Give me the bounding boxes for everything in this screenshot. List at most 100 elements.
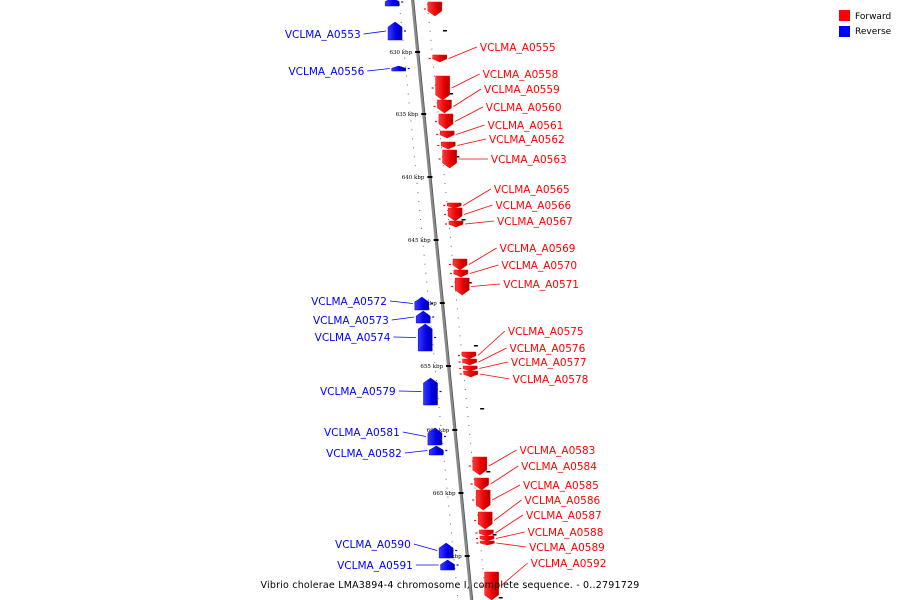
gene-arrow[interactable]	[446, 202, 462, 209]
gene-arrow[interactable]	[462, 358, 477, 366]
gene-label[interactable]: VCLMA_A0559	[484, 84, 560, 96]
gene-label[interactable]: VCLMA_A0562	[489, 134, 565, 146]
gene-arrow[interactable]	[462, 365, 478, 372]
gene-arrow[interactable]	[415, 310, 431, 324]
gene-arrow[interactable]	[447, 207, 463, 222]
gene-label[interactable]: VCLMA_A0563	[491, 154, 567, 166]
gene-arrow[interactable]	[384, 0, 400, 7]
gene-vclma_a0561[interactable]: VCLMA_A0561	[436, 120, 564, 139]
gene-vclma_a0560[interactable]: VCLMA_A0560	[434, 102, 562, 130]
gene-label[interactable]: VCLMA_A0581	[324, 427, 400, 439]
gene-vclma_a0571[interactable]: VCLMA_A0571	[451, 277, 579, 296]
gene-vclma_a0576[interactable]: VCLMA_A0576	[458, 343, 586, 366]
gene-label[interactable]: VCLMA_A0589	[529, 542, 605, 554]
gene-vclma_a0574[interactable]: VCLMA_A0574	[315, 323, 437, 352]
gene-label[interactable]: VCLMA_A0577	[511, 357, 587, 369]
gene-label[interactable]: VCLMA_A0569	[500, 243, 576, 255]
gene-vclma_a0553[interactable]: VCLMA_A0553	[285, 21, 407, 41]
gene-arrow[interactable]	[440, 559, 455, 571]
gene-vclma_a0573[interactable]: VCLMA_A0573	[313, 310, 435, 327]
gene-vclma_a0577[interactable]: VCLMA_A0577	[459, 357, 587, 372]
gene-vclma_a0590[interactable]: VCLMA_A0590	[335, 539, 458, 559]
gene-arrow[interactable]	[414, 296, 430, 311]
gene-label[interactable]: VCLMA_A0555	[480, 42, 556, 54]
gene-arrow[interactable]	[427, 427, 443, 446]
gene-vclma_a0589[interactable]: VCLMA_A0589	[476, 540, 605, 554]
gene-label[interactable]: VCLMA_A0575	[508, 326, 584, 338]
gene-vclma_a0566[interactable]: VCLMA_A0566	[444, 200, 572, 222]
gene-label[interactable]: VCLMA_A0553	[285, 29, 361, 41]
gene-vclma_a0581[interactable]: VCLMA_A0581	[324, 427, 446, 446]
gene-label[interactable]: VCLMA_A0560	[486, 102, 562, 114]
gene-arrow[interactable]	[448, 220, 464, 228]
gene-arrow[interactable]	[417, 323, 433, 352]
gene-vclma_a0588[interactable]: VCLMA_A0588	[475, 527, 604, 542]
gene-arrow[interactable]	[479, 529, 494, 537]
gene-vclma_a0556[interactable]: VCLMA_A0556	[289, 65, 410, 78]
gene-label[interactable]: VCLMA_A0590	[335, 539, 411, 551]
gene-arrow[interactable]	[477, 511, 493, 530]
gene-vclma_a0559[interactable]: VCLMA_A0559	[433, 84, 560, 114]
gene-label[interactable]: VCLMA_A0574	[315, 332, 391, 344]
gene-vclma_a0592[interactable]: VCLMA_A0592	[480, 558, 607, 600]
gene-arrow[interactable]	[463, 370, 479, 378]
gene-vclma_a0579[interactable]: VCLMA_A0579	[320, 377, 442, 406]
gene-vclma_a0582[interactable]: VCLMA_A0582	[326, 445, 448, 460]
gene-arrow[interactable]	[423, 377, 438, 406]
gene-label[interactable]: VCLMA_A0579	[320, 386, 396, 398]
gene-arrow[interactable]	[484, 571, 499, 600]
gene-vclma_a0575[interactable]: VCLMA_A0575	[457, 326, 584, 360]
gene-vclma_a0565[interactable]: VCLMA_A0565	[443, 184, 570, 209]
gene-label[interactable]: VCLMA_A0561	[488, 120, 564, 132]
gene-vclma_a0572[interactable]: VCLMA_A0572	[311, 296, 433, 311]
gene-label[interactable]: VCLMA_A0572	[311, 296, 387, 308]
gene-vclma_a0558[interactable]: VCLMA_A0558	[431, 69, 559, 101]
gene-label[interactable]: VCLMA_A0586	[524, 495, 600, 507]
gene-arrow[interactable]	[435, 75, 450, 101]
gene-vclma_a0570[interactable]: VCLMA_A0570	[449, 260, 577, 278]
gene-arrow[interactable]	[432, 54, 447, 63]
gene-vclma_a0578[interactable]: VCLMA_A0578	[459, 370, 589, 386]
gene-vclma_a0583[interactable]: VCLMA_A0583	[468, 445, 596, 476]
gene-label[interactable]: VCLMA_A0584	[521, 461, 597, 473]
gene-label[interactable]: VCLMA_A0566	[495, 200, 571, 212]
gene-vclma_a0555[interactable]: VCLMA_A0555	[428, 42, 556, 63]
gene-arrow[interactable]	[472, 456, 488, 476]
gene-label[interactable]: VCLMA_A0576	[510, 343, 586, 355]
gene-vclma_a0585[interactable]: VCLMA_A0585	[472, 480, 599, 511]
gene-arrow[interactable]	[427, 1, 443, 17]
gene-arrow[interactable]	[454, 277, 470, 296]
gene-arrow[interactable]	[438, 113, 454, 130]
gene-arrow[interactable]	[480, 540, 495, 546]
gene-arrow[interactable]	[474, 477, 489, 491]
gene-unlabeled[interactable]	[423, 1, 443, 17]
gene-vclma_a0586[interactable]: VCLMA_A0586	[474, 495, 601, 530]
gene-label[interactable]: VCLMA_A0558	[483, 69, 559, 81]
gene-label[interactable]: VCLMA_A0585	[523, 480, 599, 492]
gene-arrow[interactable]	[391, 65, 406, 72]
gene-label[interactable]: VCLMA_A0583	[520, 445, 596, 457]
gene-unlabeled[interactable]	[384, 0, 404, 7]
gene-arrow[interactable]	[437, 99, 452, 114]
gene-arrow[interactable]	[461, 351, 477, 360]
gene-label[interactable]: VCLMA_A0591	[337, 560, 413, 572]
gene-arrow[interactable]	[387, 21, 403, 41]
gene-vclma_a0563[interactable]: VCLMA_A0563	[438, 149, 567, 169]
gene-label[interactable]: VCLMA_A0570	[501, 260, 577, 272]
gene-label[interactable]: VCLMA_A0556	[289, 66, 365, 78]
gene-vclma_a0591[interactable]: VCLMA_A0591	[337, 559, 459, 572]
gene-arrow[interactable]	[475, 489, 491, 511]
gene-vclma_a0569[interactable]: VCLMA_A0569	[449, 243, 576, 271]
gene-vclma_a0562[interactable]: VCLMA_A0562	[437, 134, 565, 150]
gene-arrow[interactable]	[479, 535, 495, 542]
gene-label[interactable]: VCLMA_A0588	[528, 527, 604, 539]
gene-arrow[interactable]	[429, 445, 444, 456]
gene-label[interactable]: VCLMA_A0582	[326, 448, 402, 460]
gene-label[interactable]: VCLMA_A0565	[494, 184, 570, 196]
gene-vclma_a0567[interactable]: VCLMA_A0567	[445, 216, 573, 228]
gene-label[interactable]: VCLMA_A0587	[526, 510, 602, 522]
gene-arrow[interactable]	[452, 258, 468, 271]
gene-arrow[interactable]	[441, 141, 456, 150]
gene-arrow[interactable]	[442, 149, 457, 169]
gene-vclma_a0587[interactable]: VCLMA_A0587	[475, 510, 602, 537]
